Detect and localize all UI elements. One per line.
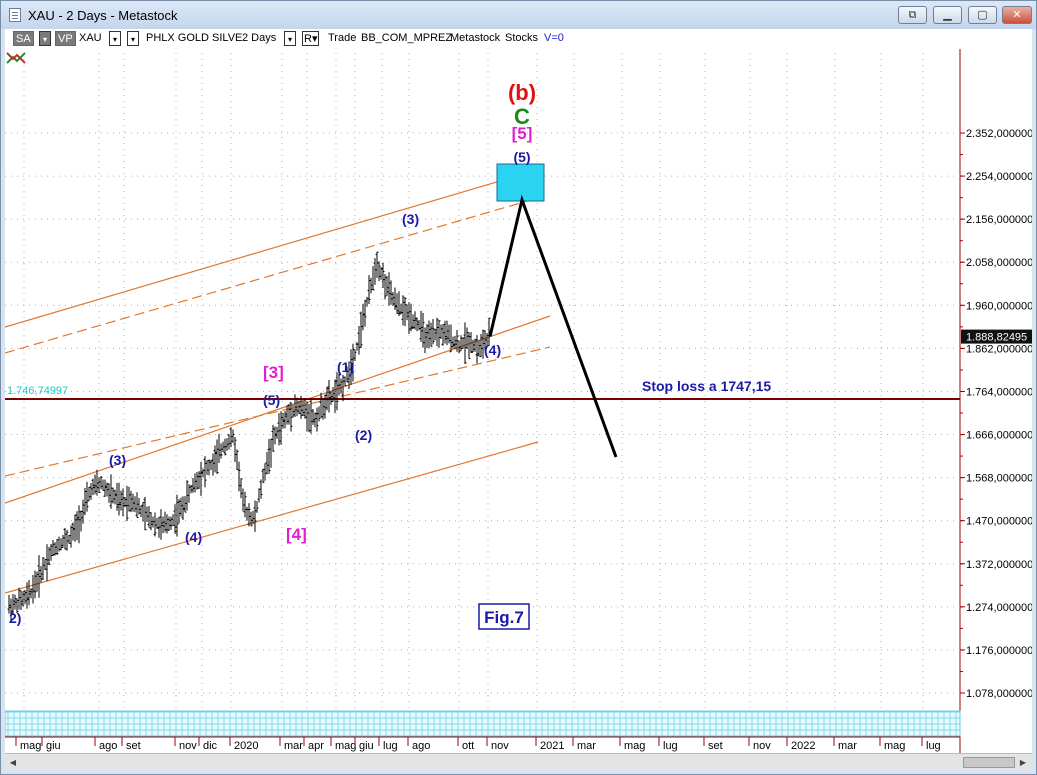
- chart-toolbar: SA ▾ VP XAU ▾ ▾ PHLX GOLD SILVE 2 Days ▾…: [5, 29, 1032, 49]
- projection-path: [488, 194, 618, 458]
- y-tick-label: 1.862,000000: [966, 343, 1032, 355]
- r-button[interactable]: R▾: [302, 31, 320, 46]
- minimize-icon[interactable]: ▁: [933, 6, 962, 24]
- vp-button[interactable]: VP: [55, 31, 76, 46]
- last-price-tag: [961, 329, 1032, 344]
- y-tick-label: 1.470,000000: [966, 516, 1032, 528]
- wave-label: (3): [109, 452, 126, 468]
- close-icon[interactable]: ✕: [1002, 6, 1032, 24]
- stop-level-label: 1.746,74997: [7, 385, 68, 397]
- x-tick-label: dic: [203, 740, 218, 752]
- source-label: BB_COM_MPREZ: [361, 32, 453, 44]
- x-tick-label: mar: [577, 740, 596, 752]
- period-label[interactable]: 2 Days: [242, 32, 277, 44]
- wave-label: (2): [355, 427, 372, 443]
- wave-label: 2): [9, 610, 21, 626]
- y-tick-label: 1.078,000000: [966, 688, 1032, 700]
- x-tick-label: giu: [359, 740, 374, 752]
- scroll-thumb[interactable]: [963, 757, 1015, 768]
- x-tick-label: nov: [753, 740, 771, 752]
- wave-label: [5]: [512, 124, 533, 143]
- y-tick-label: 1.568,000000: [966, 473, 1032, 485]
- x-tick-label: 2022: [791, 740, 815, 752]
- y-tick-label: 2.352,000000: [966, 128, 1032, 140]
- restore-icon[interactable]: ⧉: [898, 6, 927, 24]
- wave-label: (5): [263, 392, 280, 408]
- symbol-label[interactable]: XAU: [79, 32, 102, 44]
- sa-dropdown-icon[interactable]: ▾: [39, 31, 51, 46]
- x-tick-label: apr: [308, 740, 324, 752]
- trade-icon[interactable]: [5, 49, 27, 67]
- x-tick-label: lug: [383, 740, 398, 752]
- price-chart[interactable]: 1.078,000000 1.176,000000 1.274,000000 1.37…: [5, 49, 1032, 758]
- wave-label: (b): [508, 80, 536, 105]
- wave-label: (4): [484, 342, 501, 358]
- x-tick-label: mar: [838, 740, 857, 752]
- window-title: XAU - 2 Days - Metastock: [28, 8, 178, 23]
- wave-label: [4]: [286, 525, 307, 544]
- channel-upper-dashed: [5, 196, 542, 354]
- trade-label: Trade: [328, 32, 357, 44]
- target-box: [496, 163, 545, 202]
- y-tick-label: 1.960,000000: [966, 300, 1032, 312]
- x-tick-label: lug: [926, 740, 941, 752]
- x-tick-label: lug: [663, 740, 678, 752]
- x-tick-label: nov: [491, 740, 509, 752]
- x-tick-label: ago: [99, 740, 117, 752]
- horizontal-scrollbar[interactable]: ◀ ▶: [5, 753, 1032, 770]
- figure-label: Fig.7: [484, 608, 524, 627]
- y-tick-label: 1.274,000000: [966, 602, 1032, 614]
- x-tick-label: ott: [462, 740, 474, 752]
- x-tick-label: mag: [884, 740, 905, 752]
- channel-middle-dashed: [5, 346, 551, 477]
- indicator-dropdown-icon[interactable]: ▾: [127, 31, 139, 46]
- type-label: Stocks: [505, 32, 539, 44]
- y-tick-label: 1.764,000000: [966, 386, 1032, 398]
- price-bars: [7, 251, 491, 621]
- y-tick-label: 2.254,000000: [966, 171, 1032, 183]
- channel-upper-solid: [5, 168, 542, 328]
- chart-window-icon: [9, 8, 21, 22]
- y-tick-label: 1.666,000000: [966, 430, 1032, 442]
- x-tick-label: mar: [284, 740, 303, 752]
- title-bar[interactable]: XAU - 2 Days - Metastock ⧉ ▁ ▢ ✕: [1, 1, 1036, 29]
- app-label: Metastock: [450, 32, 501, 44]
- volume-strip: [5, 710, 961, 737]
- wave-label: C: [514, 104, 530, 129]
- last-price-label: 1.888,82495: [966, 332, 1027, 344]
- scroll-right-icon[interactable]: ▶: [1019, 758, 1027, 767]
- figure-label-box: [478, 603, 530, 630]
- wave-label: (3): [402, 211, 419, 227]
- x-tick-label: mag: [335, 740, 356, 752]
- wave-label: (5): [513, 149, 530, 165]
- maximize-icon[interactable]: ▢: [968, 6, 997, 24]
- y-tick-label: 2.156,000000: [966, 214, 1032, 226]
- x-tick-label: ago: [412, 740, 430, 752]
- y-tick-label: 1.372,000000: [966, 559, 1032, 571]
- symbol-dropdown-icon[interactable]: ▾: [109, 31, 121, 46]
- y-tick-label: 2.058,000000: [966, 257, 1032, 269]
- wave-label: (1): [337, 359, 354, 375]
- sa-button[interactable]: SA: [13, 31, 34, 46]
- wave-label: (4): [185, 529, 202, 545]
- x-tick-label: 2020: [234, 740, 258, 752]
- x-tick-label: nov: [179, 740, 197, 752]
- x-tick-label: giu: [46, 740, 61, 752]
- x-tick-label: mag: [624, 740, 645, 752]
- wave-label: [3]: [263, 363, 284, 382]
- x-tick-label: set: [126, 740, 141, 752]
- volume-label: V=0: [544, 32, 564, 44]
- channel-lower-solid: [5, 441, 539, 594]
- chart-canvas[interactable]: 1.078,000000 1.176,000000 1.274,000000 1.37…: [5, 49, 1032, 758]
- x-tick-label: 2021: [540, 740, 564, 752]
- x-tick-label: set: [708, 740, 723, 752]
- security-name: PHLX GOLD SILVE: [146, 32, 243, 44]
- scroll-left-icon[interactable]: ◀: [9, 758, 17, 767]
- stop-loss-label: Stop loss a 1747,15: [642, 378, 771, 394]
- y-tick-label: 1.176,000000: [966, 645, 1032, 657]
- x-tick-label: mag: [20, 740, 41, 752]
- period-dropdown-icon[interactable]: ▾: [284, 31, 296, 46]
